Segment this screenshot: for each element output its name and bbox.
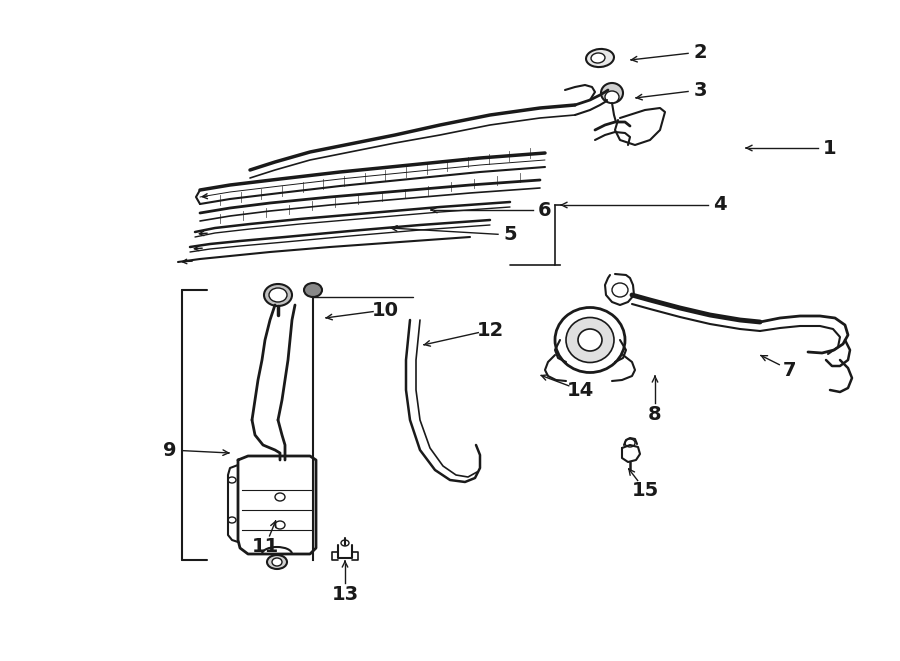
Text: 13: 13 xyxy=(331,586,358,605)
Text: 1: 1 xyxy=(824,139,837,157)
Text: 9: 9 xyxy=(163,440,176,459)
Text: 2: 2 xyxy=(693,42,706,61)
Text: 10: 10 xyxy=(372,301,399,319)
Ellipse shape xyxy=(275,521,285,529)
Text: 5: 5 xyxy=(503,225,517,245)
Ellipse shape xyxy=(555,307,625,373)
Ellipse shape xyxy=(605,91,619,103)
Ellipse shape xyxy=(625,439,635,447)
Ellipse shape xyxy=(601,83,623,103)
Text: 4: 4 xyxy=(713,196,727,215)
Ellipse shape xyxy=(272,558,282,566)
Ellipse shape xyxy=(304,283,322,297)
Ellipse shape xyxy=(586,49,614,67)
Ellipse shape xyxy=(566,317,614,362)
Text: 8: 8 xyxy=(648,405,662,424)
Ellipse shape xyxy=(612,283,628,297)
Text: 3: 3 xyxy=(693,81,706,100)
Ellipse shape xyxy=(269,288,287,302)
Ellipse shape xyxy=(264,284,292,306)
Text: 6: 6 xyxy=(538,200,552,219)
Ellipse shape xyxy=(591,53,605,63)
Text: 15: 15 xyxy=(632,481,659,500)
Text: 12: 12 xyxy=(476,321,504,340)
Text: 14: 14 xyxy=(566,381,594,399)
Ellipse shape xyxy=(228,477,236,483)
Text: 11: 11 xyxy=(251,537,279,557)
Ellipse shape xyxy=(275,493,285,501)
Ellipse shape xyxy=(267,555,287,569)
Ellipse shape xyxy=(578,329,602,351)
Ellipse shape xyxy=(228,517,236,523)
Text: 7: 7 xyxy=(783,360,796,379)
Ellipse shape xyxy=(341,540,349,546)
